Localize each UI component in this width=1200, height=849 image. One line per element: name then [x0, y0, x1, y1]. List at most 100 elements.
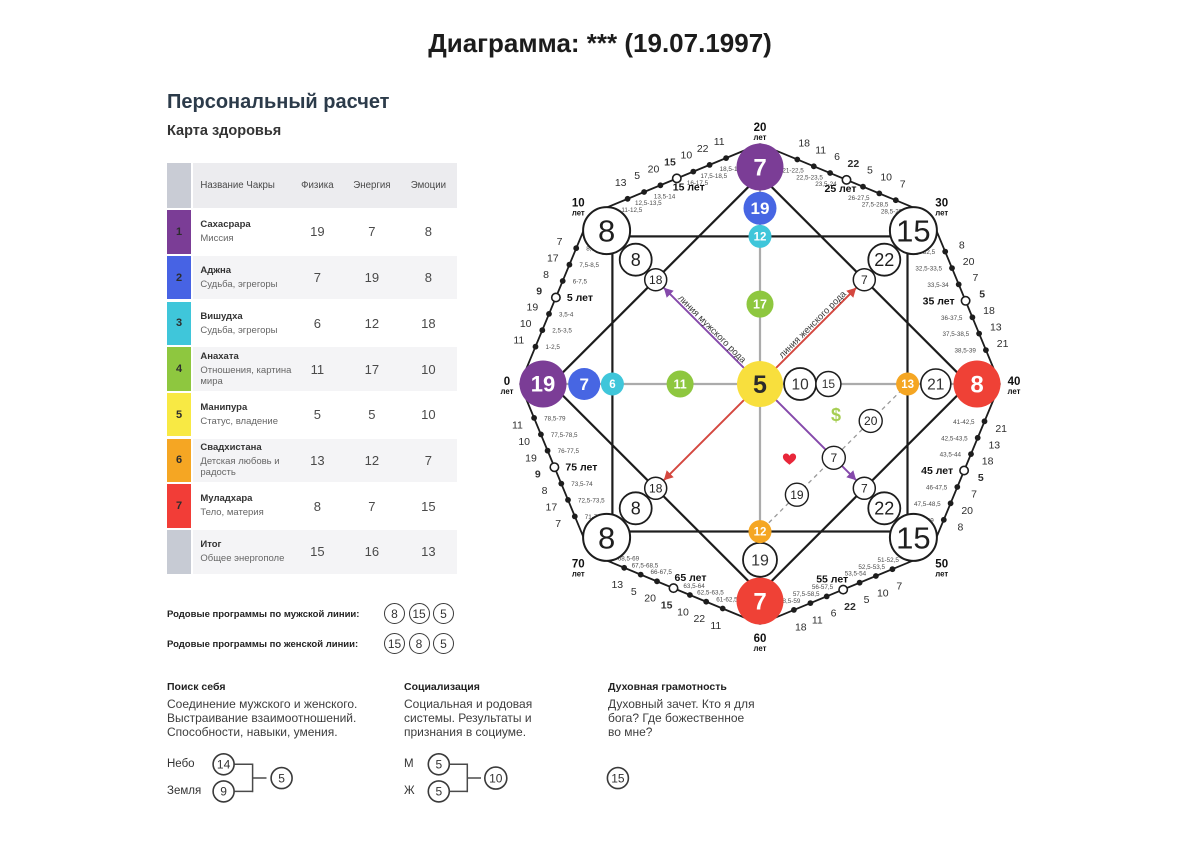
svg-text:22: 22 — [693, 613, 705, 625]
svg-text:5: 5 — [278, 771, 285, 785]
svg-text:18: 18 — [649, 482, 663, 496]
svg-text:18: 18 — [798, 138, 810, 150]
svg-text:10: 10 — [520, 318, 532, 330]
svg-text:67,5-68,5: 67,5-68,5 — [632, 562, 659, 569]
svg-text:линия женского рода: линия женского рода — [777, 288, 849, 360]
svg-text:лет: лет — [935, 570, 948, 579]
svg-text:11: 11 — [512, 420, 523, 432]
svg-text:13: 13 — [988, 439, 1000, 451]
svg-text:10: 10 — [572, 197, 585, 209]
svg-text:53,5-54: 53,5-54 — [845, 571, 867, 578]
svg-text:10: 10 — [518, 436, 530, 448]
svg-text:22: 22 — [874, 250, 894, 270]
svg-text:38,5-39: 38,5-39 — [955, 348, 977, 355]
svg-text:8: 8 — [542, 485, 548, 497]
svg-text:70: 70 — [572, 559, 585, 571]
svg-text:17: 17 — [546, 502, 558, 514]
svg-text:8: 8 — [957, 521, 963, 533]
svg-text:5 лет: 5 лет — [567, 292, 593, 304]
svg-text:1-2,5: 1-2,5 — [546, 344, 561, 351]
svg-text:8: 8 — [959, 239, 965, 251]
svg-text:55 лет: 55 лет — [816, 574, 848, 586]
svg-text:75 лет: 75 лет — [565, 462, 597, 474]
svg-text:8: 8 — [631, 250, 641, 270]
svg-text:8: 8 — [543, 269, 549, 281]
svg-text:11: 11 — [815, 144, 826, 156]
svg-text:7: 7 — [896, 581, 902, 593]
svg-text:6: 6 — [831, 608, 837, 620]
svg-text:27,5-28,5: 27,5-28,5 — [862, 202, 889, 209]
svg-text:19: 19 — [751, 552, 769, 569]
svg-text:12: 12 — [754, 232, 767, 244]
svg-text:13: 13 — [615, 177, 627, 189]
svg-text:5: 5 — [631, 586, 637, 598]
svg-text:42,5-43,5: 42,5-43,5 — [941, 435, 968, 442]
svg-text:20: 20 — [648, 163, 660, 175]
svg-text:18: 18 — [983, 305, 995, 317]
svg-text:15: 15 — [896, 520, 930, 555]
svg-text:11: 11 — [513, 335, 524, 347]
svg-text:16-17,5: 16-17,5 — [687, 180, 709, 187]
svg-text:15: 15 — [664, 157, 676, 169]
svg-text:32,5-33,5: 32,5-33,5 — [915, 266, 942, 273]
svg-text:6: 6 — [609, 379, 615, 391]
svg-text:20: 20 — [754, 122, 767, 134]
svg-text:45 лет: 45 лет — [921, 465, 953, 477]
svg-text:63,5-64: 63,5-64 — [683, 583, 705, 590]
svg-text:7: 7 — [971, 489, 977, 501]
svg-text:5: 5 — [979, 289, 985, 301]
svg-text:17: 17 — [753, 298, 767, 312]
svg-text:10: 10 — [877, 587, 889, 599]
svg-text:12: 12 — [754, 527, 767, 539]
svg-text:10: 10 — [681, 150, 693, 162]
svg-text:2,5-3,5: 2,5-3,5 — [552, 328, 572, 335]
svg-text:лет: лет — [572, 570, 585, 579]
svg-text:8: 8 — [598, 213, 615, 248]
svg-text:15 лет: 15 лет — [673, 181, 705, 193]
svg-text:19: 19 — [525, 452, 537, 464]
svg-text:56-57,5: 56-57,5 — [812, 584, 834, 591]
svg-text:лет: лет — [754, 133, 767, 142]
svg-text:68,5-69: 68,5-69 — [618, 556, 640, 563]
svg-text:28,5-29: 28,5-29 — [881, 208, 903, 215]
svg-text:$: $ — [831, 405, 841, 425]
svg-text:19: 19 — [531, 372, 555, 397]
svg-text:10: 10 — [791, 376, 809, 393]
svg-text:5: 5 — [753, 371, 767, 399]
svg-text:лет: лет — [501, 387, 514, 396]
svg-text:50: 50 — [935, 559, 948, 571]
svg-text:21: 21 — [995, 423, 1007, 435]
svg-text:линия мужского рода: линия мужского рода — [676, 293, 748, 365]
svg-text:40: 40 — [1008, 376, 1021, 388]
svg-text:7,5-8,5: 7,5-8,5 — [579, 262, 599, 269]
svg-text:5: 5 — [978, 472, 984, 484]
svg-text:14: 14 — [217, 758, 231, 772]
svg-text:22: 22 — [848, 158, 860, 170]
svg-text:19: 19 — [751, 199, 770, 218]
svg-text:60: 60 — [754, 633, 767, 645]
svg-text:18: 18 — [795, 621, 807, 633]
svg-text:10: 10 — [489, 771, 503, 785]
svg-text:21: 21 — [997, 338, 1009, 350]
svg-text:13: 13 — [990, 321, 1002, 333]
svg-text:3,5-4: 3,5-4 — [559, 311, 574, 318]
svg-text:11: 11 — [710, 620, 721, 632]
svg-text:9: 9 — [220, 785, 227, 799]
svg-text:11: 11 — [812, 615, 823, 627]
svg-text:6-7,5: 6-7,5 — [573, 279, 588, 286]
svg-text:43,5-44: 43,5-44 — [940, 452, 962, 459]
svg-text:25 лет: 25 лет — [825, 183, 857, 195]
svg-text:7: 7 — [861, 482, 868, 496]
svg-text:46-47,5: 46-47,5 — [926, 485, 948, 492]
svg-text:13: 13 — [901, 379, 914, 391]
svg-text:20: 20 — [864, 414, 878, 428]
svg-text:18: 18 — [982, 456, 994, 468]
svg-text:15: 15 — [611, 771, 625, 785]
svg-text:47,5-48,5: 47,5-48,5 — [914, 501, 941, 508]
svg-text:11: 11 — [673, 377, 686, 391]
svg-text:21-22,5: 21-22,5 — [782, 168, 804, 175]
svg-text:17: 17 — [547, 253, 559, 265]
svg-text:5: 5 — [435, 758, 442, 772]
svg-text:19: 19 — [527, 302, 539, 314]
svg-text:лет: лет — [935, 208, 948, 217]
